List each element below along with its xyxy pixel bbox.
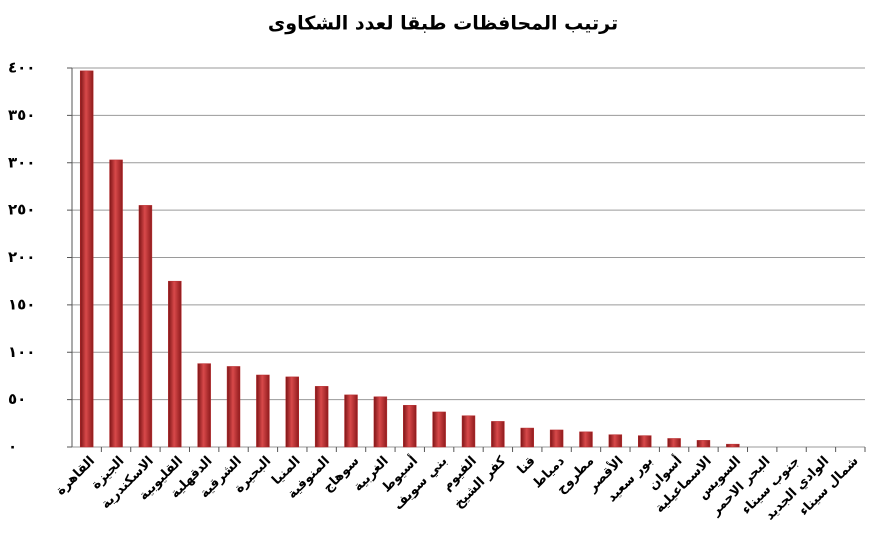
bar — [667, 438, 681, 448]
bar — [256, 374, 270, 448]
bar — [109, 159, 123, 448]
bar — [344, 394, 358, 448]
x-tick-label: قنا — [515, 454, 539, 478]
y-tick-label: ٣٠٠ — [8, 153, 35, 171]
bar — [314, 386, 329, 448]
y-tick-label: ٣٥٠ — [8, 106, 35, 124]
x-tick-label: القاهرة — [53, 454, 98, 499]
bar — [285, 376, 299, 448]
bar — [696, 440, 711, 448]
y-tick-label: ٢٥٠ — [8, 201, 35, 219]
y-tick-label: ٥٠ — [8, 390, 26, 408]
bar — [432, 411, 446, 448]
bar — [491, 421, 505, 448]
y-tick-label: ١٠٠ — [8, 343, 35, 361]
bar — [138, 205, 153, 448]
y-tick-label: ٤٠٠ — [8, 59, 35, 77]
bar — [726, 443, 740, 448]
y-tick-label: ٢٠٠ — [8, 248, 35, 266]
bar — [403, 405, 417, 448]
bar — [373, 396, 388, 448]
bar — [549, 429, 564, 448]
bar — [197, 363, 211, 448]
bar — [168, 280, 182, 448]
bar — [638, 435, 652, 448]
bar — [520, 427, 534, 448]
bar — [79, 70, 94, 448]
bar — [461, 415, 476, 448]
bar — [579, 431, 593, 448]
y-tick-label: ١٥٠ — [8, 295, 35, 313]
chart-title: ترتيب المحافظات طبقا لعدد الشكاوى — [268, 13, 618, 35]
y-tick-label: ٠ — [8, 438, 17, 456]
bar — [226, 366, 241, 448]
bar — [608, 434, 623, 448]
